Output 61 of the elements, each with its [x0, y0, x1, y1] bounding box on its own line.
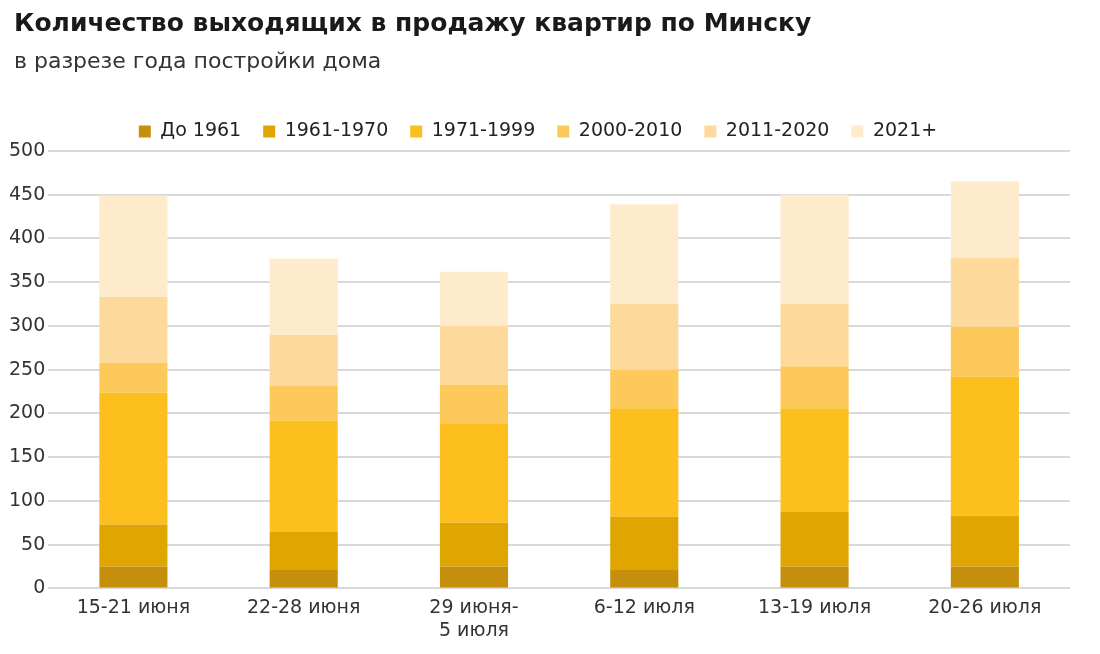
- bar: [269, 334, 338, 386]
- y-tick-label: 0: [33, 575, 46, 598]
- bar: [610, 304, 679, 370]
- bar: [439, 566, 509, 588]
- y-tick-label: 400: [9, 225, 46, 248]
- bar: [269, 258, 338, 335]
- bar: [780, 304, 849, 367]
- bar: [439, 384, 509, 424]
- x-tick-label: 29 июня- 5 июля: [429, 594, 519, 640]
- bar: [269, 570, 338, 588]
- bar: [780, 408, 849, 512]
- bar: [99, 566, 168, 588]
- legend-label: 2011-2020: [725, 118, 830, 141]
- bar: [269, 420, 338, 532]
- x-tick-label: 13-19 июля: [757, 594, 872, 617]
- legend-label: 1961-1970: [284, 118, 389, 141]
- bar: [610, 204, 679, 305]
- bar: [610, 408, 679, 517]
- legend-label: 2021+: [872, 118, 938, 141]
- bar: [950, 257, 1019, 327]
- bar: [99, 392, 168, 525]
- bar: [99, 362, 168, 393]
- bar: [780, 511, 849, 567]
- bar: [99, 297, 168, 363]
- y-tick-label: 300: [9, 312, 46, 335]
- bar: [950, 326, 1019, 377]
- chart-title: Количество выходящих в продажу квартир по Минску: [14, 8, 812, 37]
- legend-label: 1971-1999: [431, 118, 536, 141]
- bar: [99, 524, 168, 567]
- bar: [439, 522, 509, 567]
- y-tick-label: 250: [9, 356, 46, 379]
- y-tick-label: 500: [9, 137, 46, 160]
- bar: [439, 423, 509, 523]
- bar: [780, 194, 849, 305]
- bar: [780, 566, 849, 588]
- bar: [439, 325, 509, 385]
- bar: [439, 271, 509, 326]
- bar: [610, 570, 679, 588]
- chart-subtitle: в разрезе года постройки дома: [14, 48, 382, 73]
- x-tick-label: 22-28 июня: [246, 594, 361, 617]
- y-tick-label: 150: [9, 444, 46, 467]
- bar: [950, 181, 1019, 258]
- legend-label: 2000-2010: [578, 118, 683, 141]
- x-tick-label: 6-12 июля: [593, 594, 695, 617]
- y-tick-label: 100: [9, 487, 46, 510]
- y-tick-label: 350: [9, 269, 46, 292]
- bar: [610, 369, 679, 409]
- bar: [780, 366, 849, 409]
- x-tick-label: 20-26 июля: [928, 594, 1042, 617]
- y-tick-label: 50: [21, 531, 46, 554]
- x-tick-label: 15-21 июня: [76, 594, 191, 617]
- bar: [99, 195, 168, 298]
- bar: [950, 515, 1019, 567]
- bar: [269, 531, 338, 571]
- legend-label: До 1961: [160, 118, 242, 141]
- bar: [950, 376, 1019, 516]
- y-tick-label: 200: [9, 400, 46, 423]
- y-tick-label: 450: [9, 181, 46, 204]
- bar: [269, 385, 338, 421]
- bar: [610, 516, 679, 571]
- bar: [950, 566, 1019, 588]
